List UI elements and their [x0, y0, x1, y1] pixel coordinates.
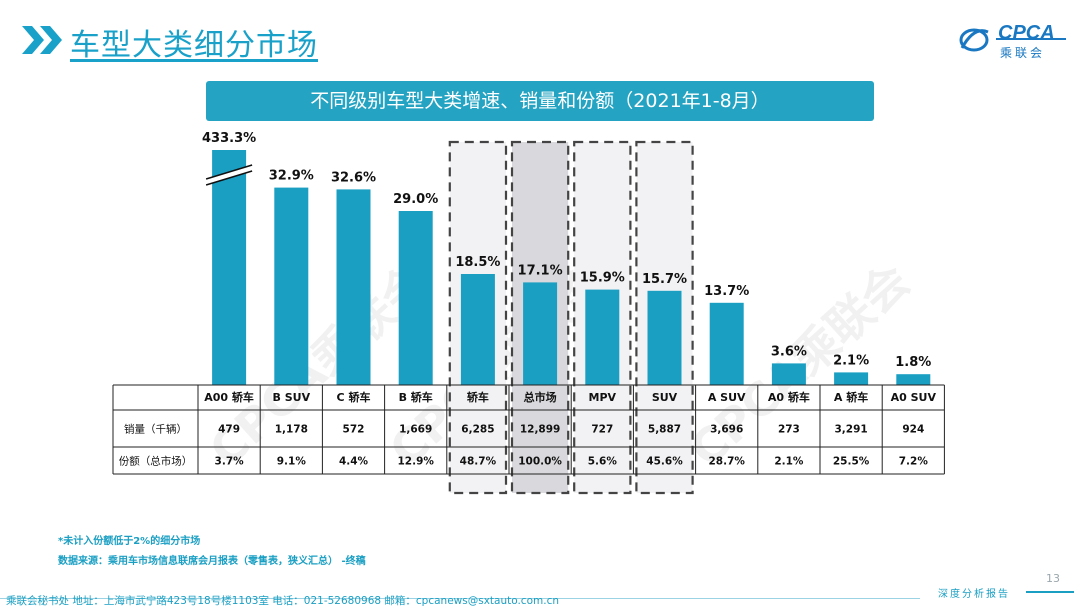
axis-break-line — [205, 164, 253, 180]
table-cell: 9.1% — [277, 456, 307, 468]
table-cell: 479 — [218, 424, 240, 436]
category-label: A0 轿车 — [768, 390, 810, 404]
data-label: 15.9% — [580, 271, 625, 286]
table-cell: 6,285 — [461, 424, 494, 436]
bar — [585, 289, 620, 385]
footer-report-label: 深度分析报告 — [938, 589, 1010, 600]
table-cell: 5.6% — [588, 456, 618, 468]
header-chevron-icon — [22, 26, 62, 54]
logo-text: CPCA — [998, 22, 1055, 44]
table-cell: 45.6% — [646, 456, 683, 468]
bar — [523, 282, 558, 385]
bar — [460, 274, 495, 385]
table-cell: 2.1% — [774, 456, 804, 468]
logo-subtitle: 乘联会 — [1000, 46, 1046, 60]
bar — [647, 290, 682, 385]
axis-break-line — [205, 170, 253, 186]
bar — [709, 302, 744, 385]
category-label: MPV — [589, 391, 617, 404]
data-label: 18.5% — [455, 255, 500, 270]
bar — [398, 211, 433, 385]
bar — [896, 374, 931, 385]
note-share: *未计入份额低于2%的细分市场 — [58, 536, 201, 547]
data-label: 15.7% — [642, 272, 687, 287]
category-label: 轿车 — [467, 390, 489, 404]
category-label: 总市场 — [524, 390, 557, 404]
table-cell: 1,669 — [399, 424, 432, 436]
table-cell: 12,899 — [520, 424, 561, 436]
table-cell: 924 — [902, 424, 924, 436]
category-label: A00 轿车 — [204, 390, 254, 404]
bar — [771, 363, 806, 385]
data-label: 29.0% — [393, 192, 438, 207]
data-label: 17.1% — [518, 263, 563, 278]
chart-title-banner: 不同级别车型大类增速、销量和份额（2021年1-8月） — [206, 81, 874, 121]
data-label: 32.9% — [269, 169, 314, 184]
note-source: 数据来源：乘用车市场信息联席会月报表（零售表，狭义汇总） -终稿 — [58, 556, 366, 567]
axis-break-mark — [208, 166, 251, 184]
bar — [336, 189, 371, 385]
category-label: SUV — [652, 391, 678, 404]
table-cell: 25.5% — [833, 456, 870, 468]
table-cell: 100.0% — [518, 456, 562, 468]
category-label: C 轿车 — [337, 390, 371, 404]
table-cell: 5,887 — [648, 424, 681, 436]
bar — [212, 150, 247, 385]
page-title: 车型大类细分市场 — [70, 28, 318, 63]
table-cell: 273 — [778, 424, 800, 436]
table-cell: 28.7% — [708, 456, 745, 468]
table-cell: 4.4% — [339, 456, 369, 468]
table-cell: 48.7% — [460, 456, 497, 468]
data-label: 433.3% — [202, 131, 256, 146]
category-label: A0 SUV — [891, 391, 937, 404]
table-cell: 727 — [591, 424, 613, 436]
table-cell: 7.2% — [899, 456, 929, 468]
bar — [834, 372, 869, 385]
table-row-header: 销量（千辆） — [124, 423, 187, 436]
table-cell: 12.9% — [397, 456, 434, 468]
footer-dash — [1026, 591, 1074, 593]
table-row-header: 份额（总市场） — [119, 455, 193, 468]
category-label: B 轿车 — [399, 390, 433, 404]
data-label: 13.7% — [704, 284, 749, 299]
page-number: 13 — [1046, 572, 1060, 585]
table-cell: 3,291 — [834, 424, 867, 436]
category-label: A SUV — [708, 391, 746, 404]
data-label: 1.8% — [895, 355, 931, 370]
cpca-logo-icon — [959, 28, 1066, 52]
table-cell: 3.7% — [215, 456, 245, 468]
bar — [274, 187, 309, 385]
data-label: 3.6% — [771, 344, 807, 359]
footer-contact: 乘联会秘书处 地址：上海市武宁路423号18号楼1103室 电话：021-526… — [6, 595, 560, 607]
table-cell: 1,178 — [275, 424, 308, 436]
footer-divider — [0, 598, 920, 599]
data-label: 2.1% — [833, 353, 869, 368]
data-label: 32.6% — [331, 170, 376, 185]
category-label: A 轿车 — [834, 390, 868, 404]
category-label: B SUV — [273, 391, 311, 404]
table-cell: 572 — [343, 424, 365, 436]
table-cell: 3,696 — [710, 424, 743, 436]
